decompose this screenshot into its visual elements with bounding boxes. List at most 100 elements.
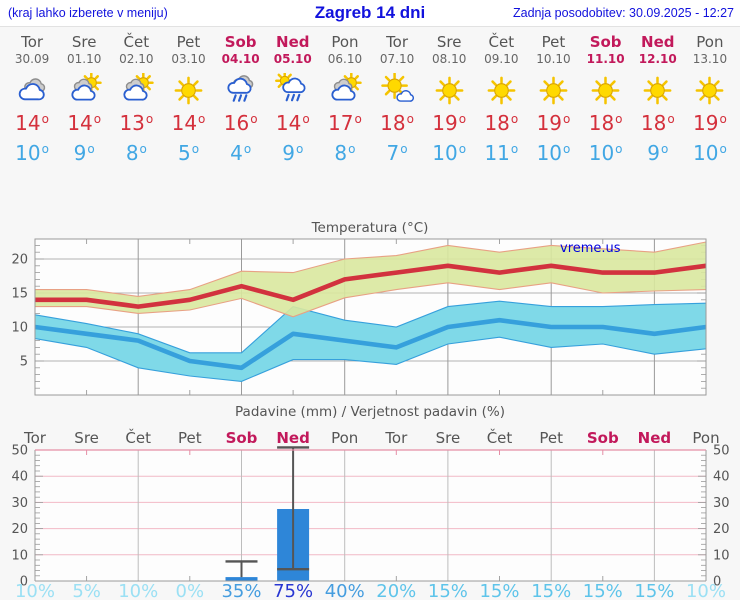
chart-day-label: Pet [178, 429, 202, 447]
chart-day-label: Tor [384, 429, 408, 447]
day-name: Pon [696, 33, 724, 51]
high-temperature: 18o [588, 111, 623, 135]
day-column: Pon 13.10 19o 10o [684, 27, 736, 185]
precip-probability: 10% [15, 581, 55, 600]
y-axis-label: 0 [713, 575, 721, 590]
chart-day-label: Sob [587, 429, 619, 447]
sun-rain-icon [267, 71, 319, 111]
y-axis-label: 20 [713, 522, 730, 537]
sunny-icon [580, 73, 632, 111]
y-axis-label: 40 [713, 470, 730, 485]
high-temperature: 14o [171, 111, 206, 135]
low-temperature: 11o [484, 141, 519, 165]
sunny-icon [162, 73, 214, 111]
y-axis-label: 30 [713, 496, 730, 511]
partly-cloudy-icon [319, 72, 371, 111]
y-axis-label: 50 [713, 444, 730, 459]
precipitation-chart: 0 0 10 10 20 20 30 30 40 40 50 50 Tor Sre Čet Pet Sob Ned… [0, 400, 740, 600]
day-name: Čet [123, 33, 150, 51]
day-name: Pon [331, 33, 359, 51]
last-updated: Zadnja posodobitev: 30.09.2025 - 12:27 [512, 6, 734, 20]
day-column: Ned 12.10 18o 9o [632, 27, 684, 185]
high-temperature: 18o [484, 111, 519, 135]
low-temperature: 9o [73, 141, 95, 165]
day-date: 12.10 [638, 52, 677, 66]
day-date: 01.10 [67, 52, 102, 66]
y-axis-label: 10 [713, 548, 730, 563]
sunny-icon [475, 73, 527, 111]
day-date: 13.10 [692, 52, 728, 66]
day-date: 08.10 [432, 52, 467, 66]
page-header: (kraj lahko izberete v meniju) Zagreb 14… [0, 0, 740, 27]
day-name: Čet [488, 33, 515, 51]
chart-title: Padavine (mm) / Verjetnost padavin (%) [235, 404, 505, 420]
chart-day-label: Pon [692, 429, 719, 447]
day-name: Pet [541, 33, 566, 51]
chart-title: Temperatura (°C) [311, 220, 429, 236]
high-temperature: 19o [536, 111, 571, 135]
partly-cloudy-icon [110, 72, 162, 111]
temp-line [34, 317, 707, 371]
mostly-sunny-icon [371, 72, 423, 111]
forecast-strip: Tor 30.09 14o 10o Sre 01.10 14o 9o Čet 02.10 13o 8o… [0, 27, 740, 185]
day-column: Čet 02.10 13o 8o [110, 27, 162, 185]
low-temperature: 10o [588, 141, 623, 165]
precip-probability: 15% [479, 581, 519, 600]
low-temperature: 4o [230, 141, 252, 165]
day-date: 03.10 [171, 52, 206, 66]
day-date: 06.10 [327, 52, 363, 66]
chart-day-label: Sre [436, 429, 461, 447]
high-temperature: 13o [119, 111, 154, 135]
cloudy-icon [6, 73, 58, 111]
chart-day-label: Ned [276, 429, 309, 447]
y-axis-label: 20 [11, 522, 28, 537]
low-temperature: 8o [125, 141, 147, 165]
day-date: 09.10 [484, 52, 519, 66]
day-name: Ned [641, 33, 675, 51]
high-temperature: 16o [223, 111, 258, 135]
y-axis-label: 50 [11, 444, 28, 459]
low-temperature: 8o [334, 141, 356, 165]
precip-probability: 40% [325, 581, 365, 600]
day-column: Pet 10.10 19o 10o [527, 27, 579, 185]
precip-bar [225, 577, 258, 581]
precip-probability: 0% [176, 581, 205, 600]
day-name: Sre [436, 33, 462, 51]
precip-probability: 10% [686, 581, 726, 600]
precip-whisker [277, 446, 310, 571]
low-temperature: 7o [386, 141, 408, 165]
partly-cloudy-icon [58, 72, 110, 111]
precip-probability: 15% [634, 581, 674, 600]
high-temperature: 17o [328, 111, 362, 135]
y-axis-label: 40 [11, 470, 28, 485]
precip-probability: 5% [72, 581, 101, 600]
sunny-icon [423, 73, 475, 111]
temp-line [35, 263, 707, 309]
day-name: Sre [71, 33, 97, 51]
day-column: Pet 03.10 14o 5o [162, 27, 214, 185]
y-axis-label: 20 [11, 253, 28, 268]
day-column: Pon 06.10 17o 8o [319, 27, 371, 185]
day-name: Ned [276, 33, 310, 51]
y-axis-label: 30 [11, 496, 28, 511]
day-name: Tor [386, 33, 409, 51]
day-date: 11.10 [586, 52, 625, 66]
day-column: Sob 11.10 18o 10o [580, 27, 632, 185]
y-axis-label: 10 [11, 321, 28, 336]
day-date: 07.10 [379, 52, 415, 66]
y-axis-label: 10 [11, 548, 28, 563]
sunny-icon [527, 73, 579, 111]
page-title: Zagreb 14 dni [314, 3, 426, 22]
high-temperature: 19o [432, 111, 467, 135]
day-name: Sob [589, 33, 622, 51]
low-temperature: 10o [693, 141, 727, 165]
watermark-link[interactable]: vreme.us [560, 241, 621, 256]
day-date: 02.10 [119, 52, 154, 66]
high-temperature: 18o [380, 111, 414, 135]
high-temperature: 14o [15, 111, 49, 135]
precip-probability: 10% [118, 581, 158, 600]
day-date: 10.10 [536, 52, 571, 66]
day-column: Sob 04.10 16o 4o [215, 27, 267, 185]
temperature-chart: 5 10 15 20 Temperatura (°C) vreme.us [0, 215, 740, 400]
